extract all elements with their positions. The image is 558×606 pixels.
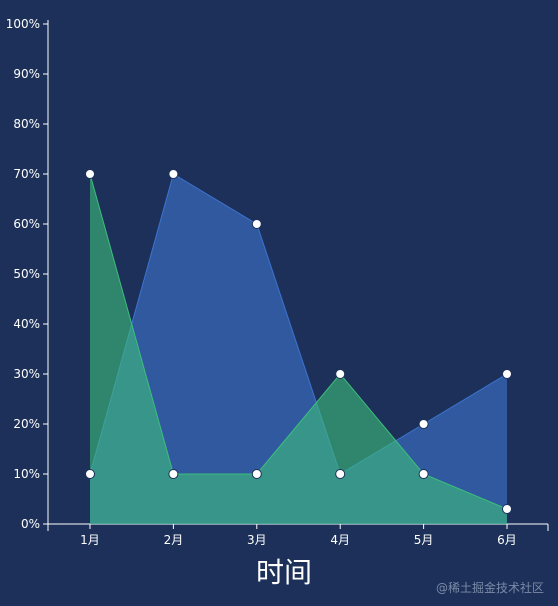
series-1-point[interactable]	[251, 219, 262, 229]
series-1-point[interactable]	[168, 169, 179, 179]
series-1-point[interactable]	[418, 419, 429, 429]
series-2-point[interactable]	[335, 369, 346, 379]
y-tick-label: 10%	[13, 467, 40, 481]
series-2-point[interactable]	[168, 469, 179, 479]
x-tick-label: 4月	[330, 533, 350, 547]
y-tick-label: 0%	[21, 517, 40, 531]
series-1-line	[89, 173, 508, 475]
series-2-point[interactable]	[251, 469, 262, 479]
y-tick-label: 60%	[13, 217, 40, 231]
x-tick-label: 2月	[164, 533, 184, 547]
y-tick-label: 20%	[13, 417, 40, 431]
y-tick-label: 100%	[6, 17, 40, 31]
series-1-point[interactable]	[502, 369, 512, 379]
y-tick-label: 80%	[13, 117, 40, 131]
series-1-point[interactable]	[335, 469, 346, 479]
y-axis: 0% 10% 20% 30% 40% 50% 60% 70% 80% 90% 100%	[6, 17, 49, 531]
y-tick-label: 50%	[13, 267, 40, 281]
x-tick-label: 3月	[247, 533, 267, 547]
series-2-point[interactable]	[418, 469, 429, 479]
series-2-point[interactable]	[85, 169, 95, 179]
watermark: @稀土掘金技术社区	[435, 581, 544, 595]
y-tick-label: 70%	[13, 167, 40, 181]
x-tick-label: 1月	[80, 533, 100, 547]
series-areas	[89, 173, 508, 524]
series-points	[85, 169, 512, 514]
series-2-area	[90, 174, 507, 524]
x-axis: 1月 2月 3月 4月 5月 6月	[47, 523, 549, 547]
y-tick-label: 90%	[13, 67, 40, 81]
series-2-line	[89, 173, 508, 510]
x-tick-label: 6月	[497, 533, 517, 547]
series-2-point[interactable]	[502, 504, 512, 514]
x-axis-title: 时间	[256, 556, 312, 589]
series-1-point[interactable]	[85, 469, 95, 479]
x-tick-label: 5月	[414, 533, 434, 547]
y-tick-label: 30%	[13, 367, 40, 381]
y-tick-label: 40%	[13, 317, 40, 331]
